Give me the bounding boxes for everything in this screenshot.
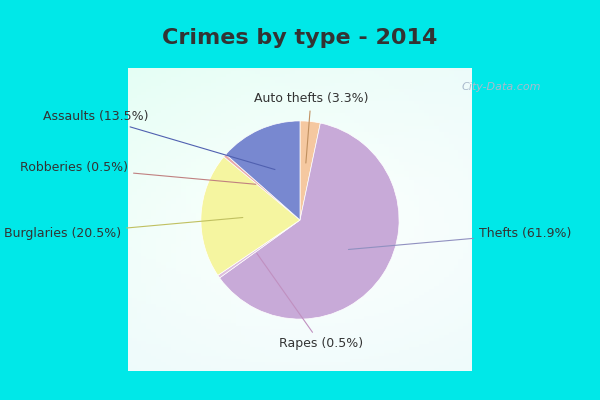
Text: Robberies (0.5%): Robberies (0.5%) [20,161,256,184]
Wedge shape [300,121,320,220]
Wedge shape [201,157,300,275]
Text: Crimes by type - 2014: Crimes by type - 2014 [163,28,437,48]
Text: Rapes (0.5%): Rapes (0.5%) [257,254,363,350]
Wedge shape [220,123,399,319]
Wedge shape [226,121,300,220]
Wedge shape [224,154,300,220]
Text: Auto thefts (3.3%): Auto thefts (3.3%) [254,92,368,163]
Text: City-Data.com: City-Data.com [461,82,541,92]
Wedge shape [218,220,300,278]
Text: Thefts (61.9%): Thefts (61.9%) [349,227,571,250]
Text: Burglaries (20.5%): Burglaries (20.5%) [4,218,243,240]
Text: Assaults (13.5%): Assaults (13.5%) [43,110,275,170]
